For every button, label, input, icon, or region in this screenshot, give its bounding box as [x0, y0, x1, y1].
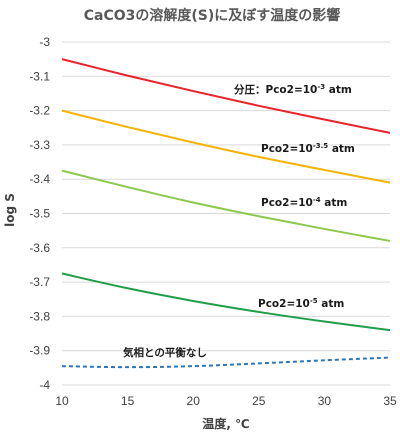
series-annotations: 分圧：Pco2=10-3 atm Pco2=10-3.5 atm Pco2=10-4… — [122, 83, 355, 359]
y-tick-label: -3.5 — [29, 207, 50, 221]
series-lines — [61, 58, 391, 369]
y-tick-label: -3.1 — [29, 69, 50, 83]
series-line-2 — [61, 109, 391, 184]
series-line-3 — [61, 169, 391, 242]
x-tick-label: 30 — [318, 394, 332, 408]
series-label-4: Pco2=10-5 atm — [258, 297, 344, 310]
y-tick-label: -3.2 — [29, 104, 50, 118]
y-tick-label: -3.7 — [29, 275, 50, 289]
series-label-2: Pco2=10-3.5 atm — [261, 142, 355, 155]
gridlines — [62, 41, 390, 386]
series-label-5: 気相との平衡なし — [122, 346, 207, 359]
series-label-3: Pco2=10-4 atm — [261, 196, 347, 209]
y-tick-label: -3.6 — [29, 241, 50, 255]
chart-title: CaCO3の溶解度(S)に及ぼす温度の影響 — [84, 7, 341, 24]
x-axis-label: 温度, ℃ — [202, 416, 249, 431]
y-tick-label: -3.9 — [29, 344, 50, 358]
y-axis-ticks: -3 -3.1 -3.2 -3.3 -3.4 -3.5 -3.6 -3.7 -3.8 -3.9 -4 — [29, 35, 50, 392]
x-tick-label: 10 — [55, 394, 69, 408]
y-tick-label: -4 — [39, 378, 50, 392]
y-tick-label: -3.3 — [29, 138, 50, 152]
x-tick-label: 25 — [252, 394, 266, 408]
y-tick-label: -3 — [39, 35, 50, 49]
y-tick-label: -3.8 — [29, 309, 50, 323]
x-tick-label: 15 — [121, 394, 135, 408]
y-tick-label: -3.4 — [29, 172, 50, 186]
x-axis-ticks: 10 15 20 25 30 35 — [55, 394, 397, 408]
series-line-1 — [61, 58, 391, 134]
x-tick-label: 35 — [383, 394, 397, 408]
x-tick-label: 20 — [187, 394, 201, 408]
y-axis-label: log S — [3, 193, 17, 227]
series-line-5 — [61, 356, 391, 369]
series-line-4 — [61, 272, 391, 332]
series-label-1: 分圧：Pco2=10-3 atm — [234, 83, 352, 96]
